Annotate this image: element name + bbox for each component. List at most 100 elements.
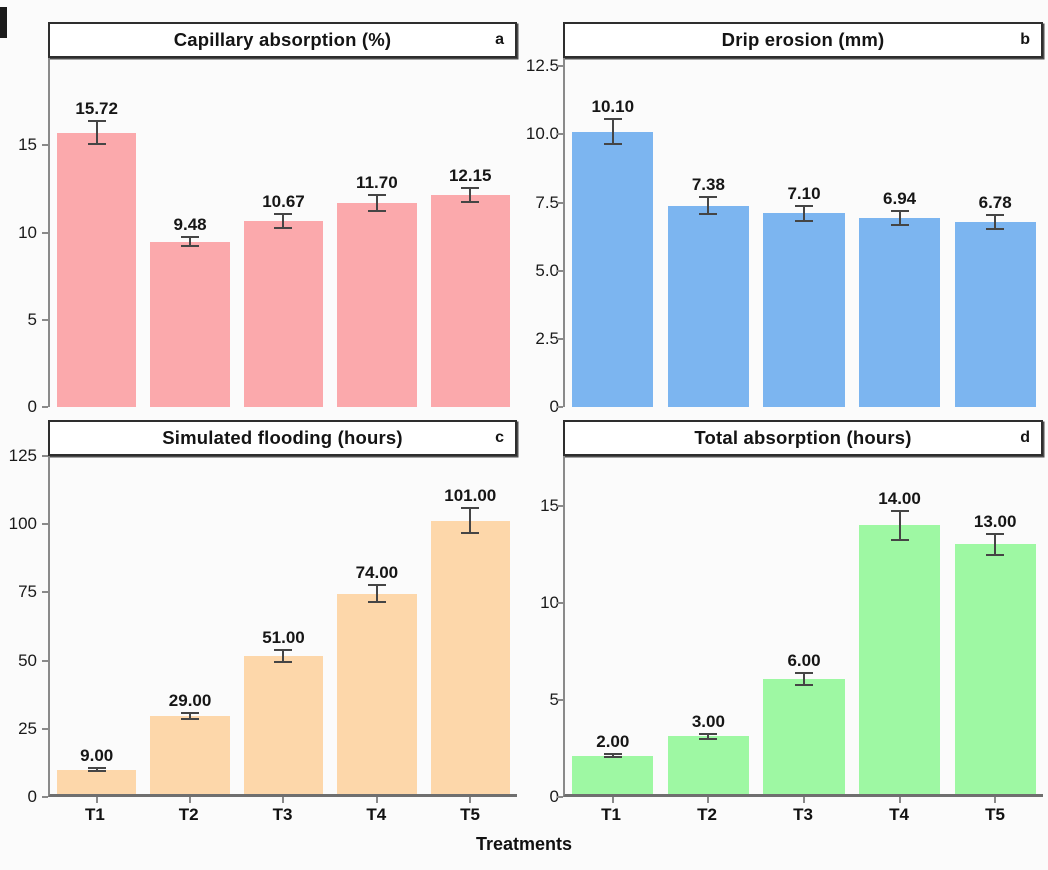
y-tick-label: 125 bbox=[8, 446, 37, 465]
y-tick-mark bbox=[42, 318, 48, 321]
y-tick-mark bbox=[42, 231, 48, 234]
bar-group-t1: 2.00 bbox=[572, 456, 654, 803]
value-label-t3: 51.00 bbox=[262, 628, 305, 648]
y-tick-label: 0 bbox=[549, 787, 559, 806]
y-tick: 15 bbox=[518, 496, 563, 516]
error-bar-cap-bottom bbox=[603, 143, 622, 146]
y-axis-capillary: 0 5 10 15 bbox=[0, 58, 48, 416]
value-label-t1: 15.72 bbox=[75, 99, 118, 119]
y-tick: 0 bbox=[0, 397, 48, 417]
y-tick-label: 15 bbox=[540, 496, 559, 516]
y-tick-mark bbox=[42, 727, 48, 730]
bar-group-t2: 7.38 bbox=[667, 58, 750, 407]
value-label-t4: 6.94 bbox=[883, 188, 917, 208]
y-tick: 5 bbox=[0, 310, 48, 330]
error-bar-cap-top bbox=[890, 209, 909, 212]
error-bar-cap-top bbox=[699, 732, 718, 735]
value-label-t5: 13.00 bbox=[973, 511, 1017, 531]
y-tick-label: 7.5 bbox=[535, 192, 559, 212]
bar-group-t4: 11.70 bbox=[337, 58, 417, 407]
bar-group-t1: 10.10 bbox=[572, 58, 654, 407]
panel-letter: c bbox=[495, 429, 504, 446]
x-tick-mark bbox=[189, 797, 192, 803]
y-tick: 12.5 bbox=[518, 56, 563, 76]
y-tick: 125 bbox=[0, 446, 48, 466]
bar-group-t1: 15.72 bbox=[57, 58, 137, 407]
error-bar-cap-bottom bbox=[274, 660, 293, 663]
error-bar-cap-top bbox=[794, 205, 813, 208]
panel-title-box: Drip erosion (mm) b bbox=[563, 22, 1043, 58]
bar-t4 bbox=[858, 217, 941, 407]
y-tick-label: 100 bbox=[8, 514, 37, 534]
y-tick-label: 0 bbox=[27, 787, 37, 806]
value-label-t3: 10.67 bbox=[262, 191, 305, 211]
bar-group-t2: 3.00 bbox=[667, 456, 750, 803]
value-label-t5: 6.78 bbox=[978, 192, 1012, 212]
panel-title-box: Total absorption (hours) d bbox=[563, 420, 1043, 456]
error-bar-cap-bottom bbox=[87, 142, 106, 145]
y-tick: 50 bbox=[0, 651, 48, 671]
error-bar-cap-bottom bbox=[986, 228, 1005, 231]
bar-t3 bbox=[763, 678, 845, 794]
value-label-t1: 10.10 bbox=[591, 96, 635, 116]
error-bar-cap-top bbox=[890, 509, 909, 512]
x-axis-title: Treatments bbox=[475, 834, 573, 854]
panel-title-box: Simulated flooding (hours) c bbox=[48, 420, 517, 456]
panel-total-absorption: 0 5 10 15 Total absorption (hours) d 2.00 3.… bbox=[518, 420, 1048, 824]
y-tick-label: 50 bbox=[18, 650, 37, 670]
bar-t5 bbox=[954, 544, 1036, 794]
error-bar-cap-top bbox=[603, 117, 622, 120]
y-tick: 10.0 bbox=[518, 124, 563, 144]
x-tick-label-t1: T1 bbox=[84, 805, 105, 824]
bar-group-t5: 6.78 bbox=[954, 58, 1036, 407]
y-tick-mark bbox=[557, 269, 563, 272]
bar-group-t3: 51.00 bbox=[243, 456, 324, 803]
y-tick: 15 bbox=[0, 135, 48, 155]
y-tick: 7.5 bbox=[518, 193, 563, 213]
y-tick-label: 75 bbox=[18, 582, 37, 602]
x-tick-mark bbox=[707, 797, 710, 803]
error-bar-t5 bbox=[986, 213, 1005, 231]
error-bar-t5 bbox=[461, 507, 480, 535]
bar-t2 bbox=[667, 205, 750, 407]
plot-area-drip: 10.10 7.38 7.10 6.94 6.78 bbox=[563, 58, 1043, 407]
error-bar-t3 bbox=[794, 205, 813, 222]
x-tick-label-t1: T1 bbox=[601, 805, 621, 824]
error-bar-t4 bbox=[367, 194, 386, 212]
bar-t1 bbox=[572, 755, 654, 794]
bar-group-t1: 9.00 bbox=[57, 456, 137, 803]
y-axis-flooding: 0 25 50 75 100 125 bbox=[0, 446, 48, 806]
panel-title: Simulated flooding (hours) bbox=[162, 427, 403, 448]
error-bar-cap-top bbox=[367, 194, 386, 197]
error-bar-t2 bbox=[699, 732, 718, 741]
error-bar-cap-top bbox=[181, 711, 200, 714]
panel-title: Capillary absorption (%) bbox=[173, 29, 392, 50]
value-label-t2: 7.38 bbox=[691, 175, 725, 195]
bar-t3 bbox=[243, 220, 324, 407]
error-bar-t5 bbox=[461, 187, 480, 203]
bar-t4 bbox=[858, 525, 941, 794]
error-bar-cap-top bbox=[367, 584, 386, 587]
y-tick-label: 10 bbox=[540, 593, 559, 613]
bar-group-t2: 29.00 bbox=[150, 456, 230, 803]
y-tick-label: 0 bbox=[549, 397, 559, 416]
panel-letter: b bbox=[1020, 31, 1030, 48]
bar-group-t5: 12.15 bbox=[430, 58, 510, 407]
error-bar-cap-top bbox=[461, 507, 480, 510]
error-bar-t4 bbox=[890, 209, 909, 226]
bar-t1 bbox=[572, 131, 654, 407]
panel-drip-erosion: 0 2.5 5.0 7.5 10.0 12.5 Drip erosion (mm) b 1… bbox=[518, 22, 1048, 416]
plot-area-flooding: 9.00 29.00 51.00 74.00 101.00 bbox=[48, 456, 517, 803]
error-bar-t2 bbox=[699, 196, 718, 216]
value-label-t4: 14.00 bbox=[878, 488, 921, 508]
bar-t3 bbox=[243, 656, 324, 794]
bar-group-t2: 9.48 bbox=[150, 58, 230, 407]
y-tick: 5 bbox=[518, 690, 563, 710]
error-bar-t3 bbox=[274, 649, 293, 663]
y-tick-mark bbox=[42, 796, 48, 798]
y-tick-label: 0 bbox=[27, 397, 37, 416]
value-label-t4: 74.00 bbox=[355, 563, 399, 583]
bar-t5 bbox=[430, 520, 510, 794]
y-tick-label: 10.0 bbox=[525, 124, 559, 144]
value-label-t1: 9.00 bbox=[80, 745, 114, 765]
